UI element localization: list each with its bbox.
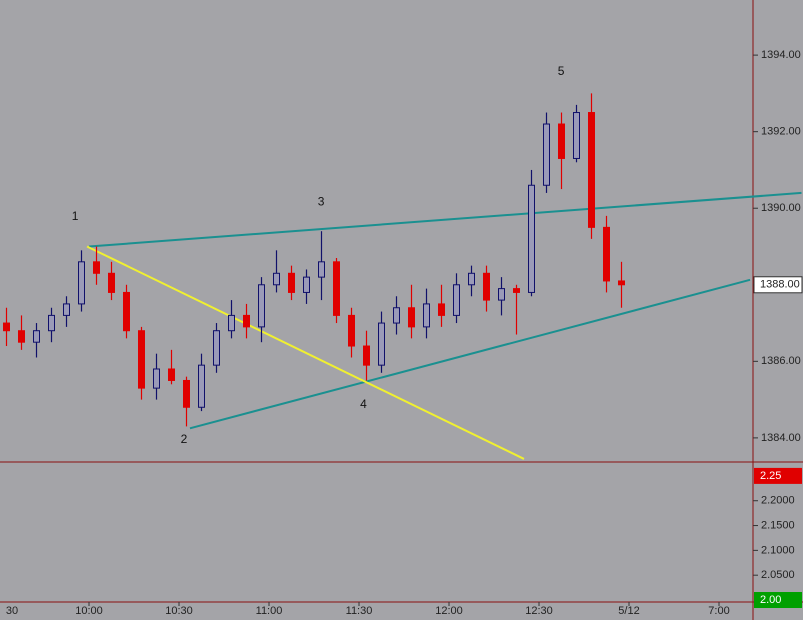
candle-body	[393, 307, 400, 324]
y-tick-label: 2.2000	[761, 495, 795, 507]
candle-body	[438, 303, 445, 316]
trend-line	[88, 191, 802, 248]
trend-line	[86, 245, 525, 460]
candle-body	[168, 368, 175, 381]
candle-body	[333, 261, 340, 316]
wave-label: 2	[181, 432, 188, 446]
wave-label: 1	[72, 209, 79, 223]
x-tick-label: 30	[6, 605, 18, 617]
x-tick-label: 11:30	[346, 605, 373, 617]
candle-body	[258, 284, 265, 328]
y-tick-label: 1386.00	[761, 355, 801, 367]
candle-body	[348, 314, 355, 347]
marker-label: 2.00	[760, 594, 781, 606]
last-price-box	[753, 276, 803, 294]
candle-body	[618, 280, 625, 286]
marker-label: 2.25	[760, 470, 781, 482]
marker-box	[754, 592, 802, 609]
candle-body	[423, 303, 430, 328]
candle-body	[453, 284, 460, 316]
x-tick-label: 10:30	[165, 605, 193, 617]
candle-body	[63, 303, 70, 316]
x-tick-label: 7:00	[708, 605, 729, 617]
x-tick-label: 12:00	[435, 605, 463, 617]
candle-body	[48, 314, 55, 332]
marker-box	[754, 467, 802, 484]
candle-body	[138, 330, 145, 389]
candle-body	[303, 276, 310, 293]
last-price-label: 1388.00	[760, 279, 800, 291]
candle-body	[183, 379, 190, 408]
candle-body	[468, 272, 475, 286]
candle-body	[318, 261, 325, 278]
candle-body	[123, 291, 130, 332]
candle-body	[573, 112, 580, 159]
candle-body	[408, 307, 415, 328]
y-tick-label: 1392.00	[761, 126, 801, 138]
candle-body	[108, 272, 115, 293]
candle-body	[513, 288, 520, 293]
x-tick-label: 10:00	[75, 605, 103, 617]
y-tick-label: 2.0500	[761, 569, 795, 581]
candle-body	[243, 314, 250, 328]
candle-body	[273, 272, 280, 286]
y-tick-label: 1390.00	[761, 202, 801, 214]
candle-body	[198, 364, 205, 408]
candle-body	[603, 226, 610, 282]
candle-body	[558, 123, 565, 159]
candle-body	[3, 322, 10, 332]
candle-body	[288, 272, 295, 293]
candle-body	[213, 330, 220, 366]
candle-body	[378, 322, 385, 366]
x-tick-label: 11:00	[256, 605, 283, 617]
y-tick-label: 2.1500	[761, 519, 795, 531]
y-tick-label: 2.1000	[761, 544, 795, 556]
candle-body	[93, 261, 100, 274]
y-tick-label: 1394.00	[761, 49, 801, 61]
candle-body	[363, 345, 370, 366]
x-tick-label: 5/12	[618, 605, 639, 617]
candle-body	[33, 330, 40, 343]
wave-label: 4	[360, 397, 367, 411]
candle-body	[78, 261, 85, 305]
wave-label: 3	[318, 194, 325, 208]
candle-body	[228, 314, 235, 332]
x-tick-label: 12:30	[525, 605, 553, 617]
candle-body	[483, 272, 490, 301]
candle-body	[153, 368, 160, 389]
candle-body	[498, 288, 505, 301]
candle-body	[588, 112, 595, 228]
trend-line	[189, 278, 751, 430]
candle-body	[18, 330, 25, 343]
candle-body	[543, 123, 550, 186]
wave-label: 5	[558, 64, 565, 78]
candle-body	[528, 184, 535, 293]
y-tick-label: 1384.00	[761, 432, 801, 444]
